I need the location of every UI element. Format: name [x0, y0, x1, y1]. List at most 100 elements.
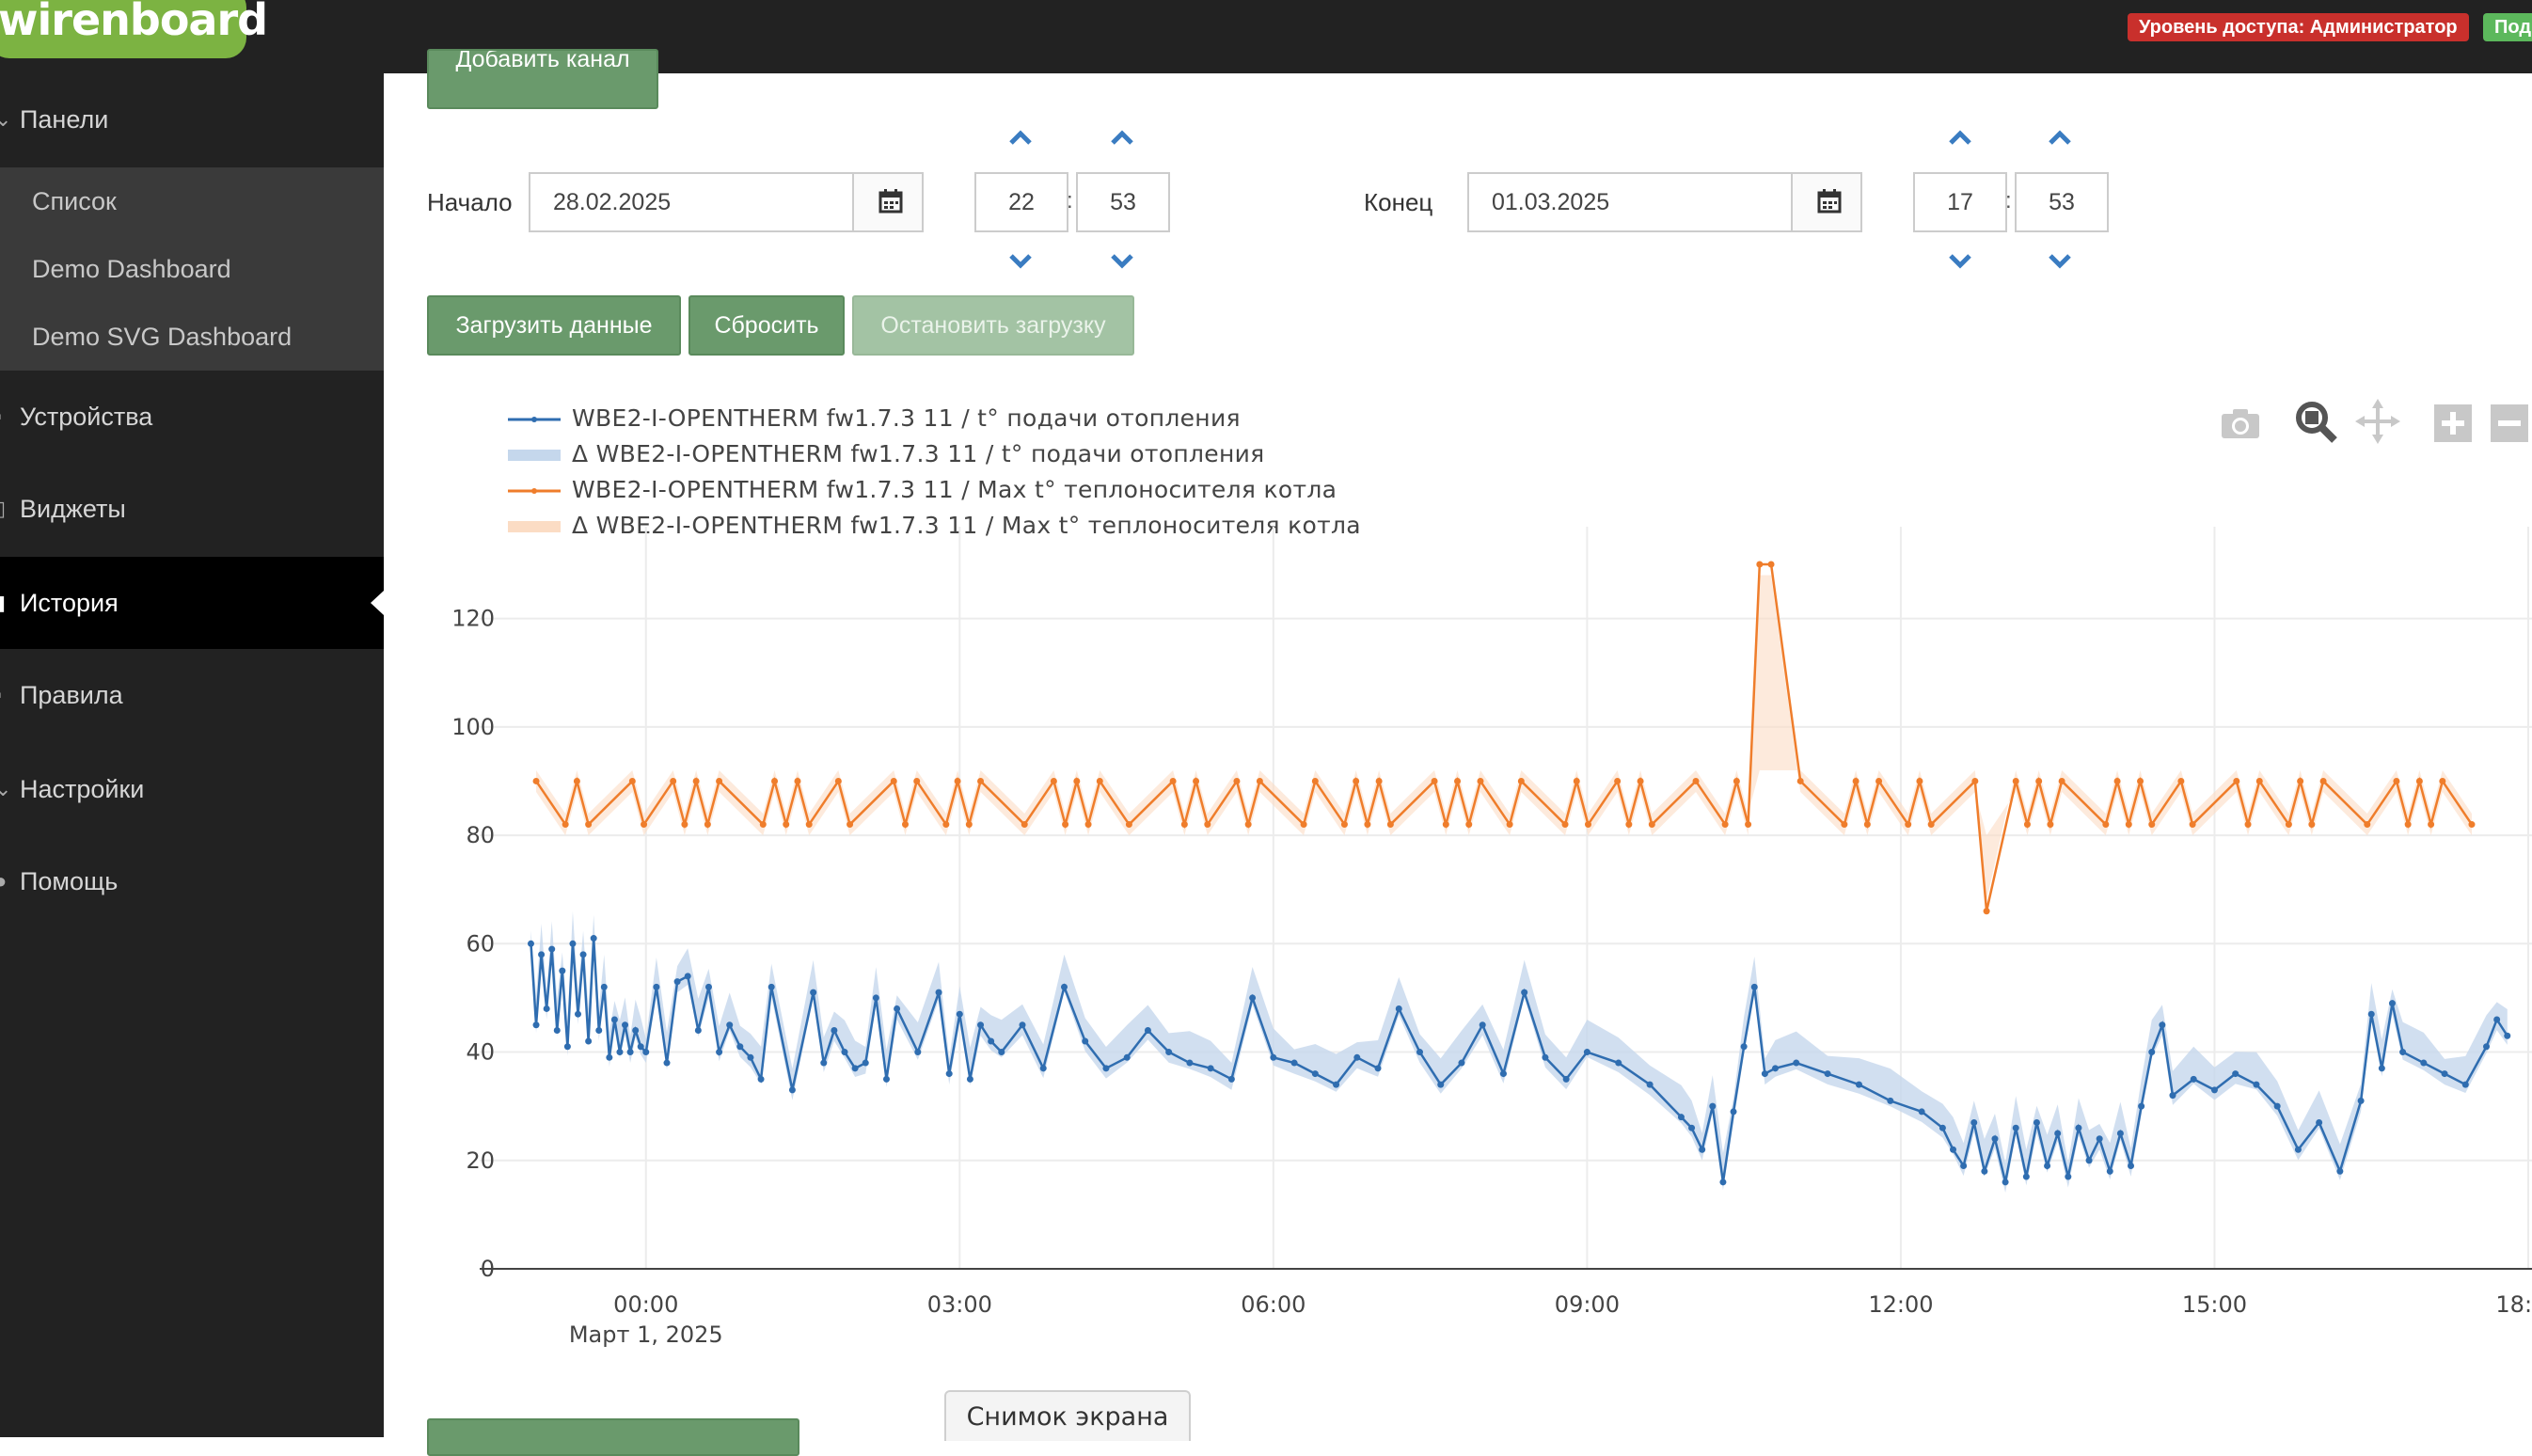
start-hour-up-icon[interactable] [1002, 124, 1039, 152]
orange-series-point [1021, 821, 1028, 829]
submenu-item-list[interactable]: Список [32, 187, 117, 215]
blue-series-point [2441, 1070, 2448, 1078]
chart-bands [530, 575, 2508, 1193]
orange-series-point [2297, 777, 2304, 784]
blue-series-point [1646, 1081, 1654, 1088]
orange-series-point [2285, 821, 2292, 829]
legend-label: Δ WBE2-I-OPENTHERM fw1.7.3 11 / t° подач… [572, 440, 1265, 467]
orange-series-point [1300, 821, 1307, 829]
blue-series-point [2054, 1130, 2062, 1137]
start-date-input[interactable]: 28.02.2025 [529, 172, 854, 232]
orange-series-point [2319, 777, 2327, 784]
orange-series-point [1767, 561, 1775, 568]
blue-series-point [1677, 1114, 1685, 1121]
orange-series-point [1648, 821, 1655, 829]
start-minute-down-icon[interactable] [1103, 246, 1141, 275]
orange-series-point [2177, 777, 2185, 784]
orange-series-point [794, 777, 801, 784]
panels-submenu: Список Demo Dashboard Demo SVG Dashboard [0, 167, 384, 371]
start-hour-down-icon[interactable] [1002, 246, 1039, 275]
blue-series-point [2044, 1163, 2051, 1170]
orange-series-point [1340, 821, 1348, 829]
blue-series-point [872, 994, 879, 1002]
zoom-icon[interactable] [2293, 399, 2338, 444]
reset-button[interactable]: Сбросить [688, 295, 845, 356]
blue-series-point [637, 1043, 644, 1051]
start-hour-input[interactable]: 22 [974, 172, 1068, 232]
end-minute-up-icon[interactable] [2041, 124, 2079, 152]
blue-series-point [1730, 1108, 1737, 1116]
blue-series-point [590, 935, 597, 942]
user-badge[interactable]: Под [2483, 13, 2532, 41]
orange-series-point [1916, 777, 1923, 784]
end-hour-input[interactable]: 17 [1913, 172, 2007, 232]
blue-series-point [966, 1075, 973, 1083]
blue-series-point [998, 1049, 1005, 1056]
sidebar-item-panels[interactable]: ⌄ Панели [0, 73, 384, 166]
start-minute-up-icon[interactable] [1103, 124, 1141, 152]
sidebar-item-devices[interactable]: ▪ Устройства [0, 371, 384, 463]
add-channel-button[interactable]: Добавить канал [427, 49, 658, 109]
orange-series-point [641, 821, 648, 829]
end-minute-down-icon[interactable] [2041, 246, 2079, 275]
legend-item[interactable]: WBE2-I-OPENTHERM fw1.7.3 11 / t° подачи … [504, 403, 1241, 436]
sidebar-item-label: Устройства [20, 403, 153, 431]
legend-item[interactable]: Δ WBE2-I-OPENTHERM fw1.7.3 11 / Max t° т… [504, 510, 1361, 544]
screenshot-tab[interactable]: Снимок экрана [944, 1390, 1191, 1441]
stop-loading-button[interactable]: Остановить загрузку [852, 295, 1134, 356]
blue-series-point [768, 983, 775, 990]
sidebar-item-widgets[interactable]: ▯ Виджеты [0, 463, 384, 555]
blue-series-point [1333, 1081, 1340, 1088]
sidebar-item-help[interactable]: ● Помощь [0, 835, 384, 927]
orange-series-point [847, 821, 854, 829]
orange-series-line [534, 562, 2473, 912]
orange-series-point [1863, 821, 1871, 829]
blue-series-point [831, 1026, 838, 1034]
zoom-in-icon[interactable] [2430, 401, 2476, 446]
orange-series-point [1584, 821, 1591, 829]
zoom-out-icon[interactable] [2487, 401, 2532, 446]
sidebar-item-history[interactable]: ▮ История [0, 557, 384, 649]
orange-series-point [1180, 821, 1188, 829]
end-hour-up-icon[interactable] [1941, 124, 1979, 152]
pan-icon[interactable] [2355, 399, 2400, 444]
orange-series-point [1692, 777, 1700, 784]
orange-series-point [1517, 777, 1525, 784]
camera-icon[interactable] [2218, 401, 2263, 446]
blue-series-point [1562, 1075, 1570, 1083]
load-data-button[interactable]: Загрузить данные [427, 295, 681, 356]
submenu-item-demo-dashboard[interactable]: Demo Dashboard [32, 255, 231, 283]
legend-item[interactable]: WBE2-I-OPENTHERM fw1.7.3 11 / Max t° теп… [504, 474, 1337, 508]
orange-series-point [2439, 777, 2446, 784]
submenu-item-demo-svg-dashboard[interactable]: Demo SVG Dashboard [32, 323, 293, 351]
blue-series-point [935, 989, 942, 996]
wirenboard-logo[interactable]: wirenboard [0, 0, 268, 58]
start-calendar-button[interactable] [852, 172, 924, 232]
blue-series-point [716, 1049, 723, 1056]
end-minute-input[interactable]: 53 [2015, 172, 2109, 232]
blue-series-point [1709, 1102, 1717, 1110]
blue-series-point [1019, 1021, 1026, 1029]
end-calendar-button[interactable] [1791, 172, 1862, 232]
orange-series-point [1311, 777, 1319, 784]
bottom-action-button[interactable] [427, 1418, 799, 1456]
sidebar-item-rules[interactable]: ▪ Правила [0, 649, 384, 741]
start-minute-input[interactable]: 53 [1076, 172, 1170, 232]
blue-series-point [757, 1075, 765, 1083]
blue-series-point [841, 1049, 848, 1056]
orange-series-point [628, 777, 636, 784]
x-tick-label: 12:00 [1868, 1291, 1933, 1318]
blue-delta-band [530, 910, 2508, 1193]
sidebar-item-settings[interactable]: ⌄ Настройки [0, 743, 384, 835]
legend-item[interactable]: Δ WBE2-I-OPENTHERM fw1.7.3 11 / t° подач… [504, 438, 1264, 472]
blue-series-point [622, 1021, 629, 1029]
blue-series-point [585, 1037, 593, 1045]
blue-series-point [559, 967, 566, 974]
end-date-input[interactable]: 01.03.2025 [1467, 172, 1793, 232]
blue-series-point [1824, 1070, 1831, 1078]
orange-series-point [890, 777, 897, 784]
orange-series-point [562, 821, 569, 829]
x-subtick-label: Март 1, 2025 [569, 1321, 723, 1348]
end-hour-down-icon[interactable] [1941, 246, 1979, 275]
